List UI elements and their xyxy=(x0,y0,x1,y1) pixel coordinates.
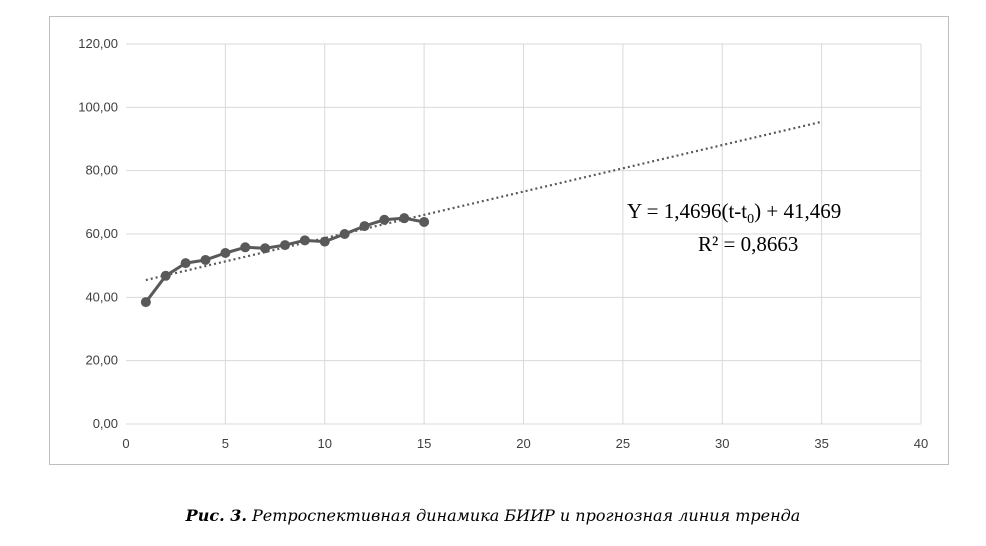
r-squared-label: R² = 0,8663 xyxy=(698,232,798,256)
data-point xyxy=(160,270,171,281)
x-tick-label: 35 xyxy=(814,436,828,451)
x-tick-label: 40 xyxy=(914,436,928,451)
data-point xyxy=(359,221,370,232)
data-point xyxy=(200,254,211,265)
series-group xyxy=(140,213,430,308)
x-tick-label: 10 xyxy=(318,436,332,451)
figure-caption: Рис. 3. Ретроспективная динамика БИИР и … xyxy=(0,506,986,525)
data-point xyxy=(180,258,191,269)
data-point xyxy=(280,240,290,251)
data-point xyxy=(419,216,430,227)
chart-area: 0,00 20,00 40,00 60,00 80,00 100,00 120,00 0 5 1… xyxy=(49,16,949,465)
y-tick-label: 40,00 xyxy=(85,289,118,304)
equation-suffix: ) + 41,469 xyxy=(754,199,841,223)
x-axis-ticks: 0 5 10 15 20 25 30 35 40 xyxy=(122,436,928,451)
gridlines xyxy=(126,43,922,425)
data-point xyxy=(399,213,410,224)
y-tick-label: 20,00 xyxy=(85,353,118,368)
x-tick-label: 30 xyxy=(715,436,729,451)
equation-prefix: Y = 1,4696(t-t xyxy=(627,199,747,223)
caption-text: Ретроспективная динамика БИИР и прогнозн… xyxy=(246,506,801,525)
data-point xyxy=(140,297,151,308)
data-point xyxy=(339,229,350,239)
trend-equation: Y = 1,4696(t-t0) + 41,469 R² = 0,8663 xyxy=(627,199,841,256)
line-chart: 0,00 20,00 40,00 60,00 80,00 100,00 120,00 0 5 1… xyxy=(78,36,928,451)
x-tick-label: 15 xyxy=(417,436,431,451)
data-point xyxy=(260,243,271,254)
y-tick-label: 0,00 xyxy=(93,416,118,431)
y-tick-label: 60,00 xyxy=(85,226,118,241)
data-point xyxy=(379,214,390,225)
equation-subscript: 0 xyxy=(747,212,754,227)
trendline xyxy=(145,120,822,282)
data-point xyxy=(319,236,330,247)
x-tick-label: 5 xyxy=(222,436,229,451)
y-axis-ticks: 0,00 20,00 40,00 60,00 80,00 100,00 120,00 xyxy=(78,36,118,431)
y-tick-label: 80,00 xyxy=(85,163,118,178)
x-tick-label: 0 xyxy=(122,436,129,451)
x-tick-label: 25 xyxy=(616,436,630,451)
data-point xyxy=(220,248,231,258)
y-tick-label: 100,00 xyxy=(78,99,118,114)
trendline-group xyxy=(145,120,822,282)
data-point xyxy=(240,242,251,253)
x-tick-label: 20 xyxy=(516,436,530,451)
data-point xyxy=(299,235,310,246)
caption-prefix: Рис. 3. xyxy=(185,506,247,525)
y-tick-label: 120,00 xyxy=(78,36,118,51)
equation-label: Y = 1,4696(t-t0) + 41,469 xyxy=(627,199,841,227)
